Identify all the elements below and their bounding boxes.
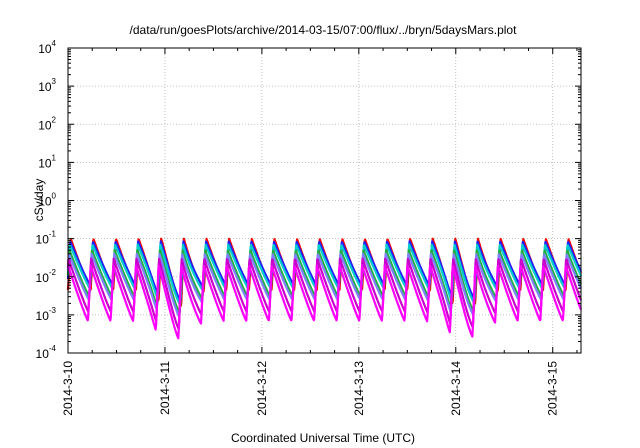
y-tick-label: 10-2 xyxy=(36,268,57,285)
y-tick-label: 10-4 xyxy=(36,344,57,361)
tick-layer: 10-410-310-210-11001011021031042014-3-10… xyxy=(36,39,581,416)
y-tick-label: 102 xyxy=(38,115,56,132)
y-tick-label: 104 xyxy=(38,39,56,56)
y-tick-label: 103 xyxy=(38,77,56,94)
y-tick-exponent: -4 xyxy=(49,344,57,353)
grid-layer xyxy=(68,48,581,353)
series-line xyxy=(66,240,583,303)
chart-title: /data/run/goesPlots/archive/2014-03-15/0… xyxy=(130,23,518,37)
y-tick-exponent: -3 xyxy=(49,306,57,315)
y-tick-exponent: 2 xyxy=(52,115,57,124)
series-layer xyxy=(66,237,583,340)
y-tick-label: 10-3 xyxy=(36,306,57,323)
x-tick-label: 2014-3-14 xyxy=(449,361,463,416)
y-tick-label: 100 xyxy=(38,192,56,209)
x-tick-label: 2014-3-11 xyxy=(158,361,172,415)
x-tick-label: 2014-3-15 xyxy=(546,361,560,416)
y-tick-exponent: 1 xyxy=(52,153,57,162)
x-tick-label: 2014-3-10 xyxy=(61,361,75,416)
x-tick-label: 2014-3-13 xyxy=(352,361,366,416)
y-tick-exponent: 4 xyxy=(52,39,57,48)
y-axis-label: cSv/day xyxy=(32,179,46,222)
y-tick-label: 10-1 xyxy=(36,230,57,247)
series-line xyxy=(66,243,583,306)
series-line xyxy=(66,264,583,340)
y-tick-label: 101 xyxy=(38,153,56,170)
plot-frame xyxy=(67,47,582,354)
x-tick-label: 2014-3-12 xyxy=(255,361,269,416)
y-tick-exponent: 0 xyxy=(52,192,57,201)
y-tick-exponent: -2 xyxy=(49,268,57,277)
y-tick-exponent: 3 xyxy=(52,77,57,86)
y-tick-exponent: -1 xyxy=(49,230,57,239)
x-axis-label: Coordinated Universal Time (UTC) xyxy=(231,431,415,445)
